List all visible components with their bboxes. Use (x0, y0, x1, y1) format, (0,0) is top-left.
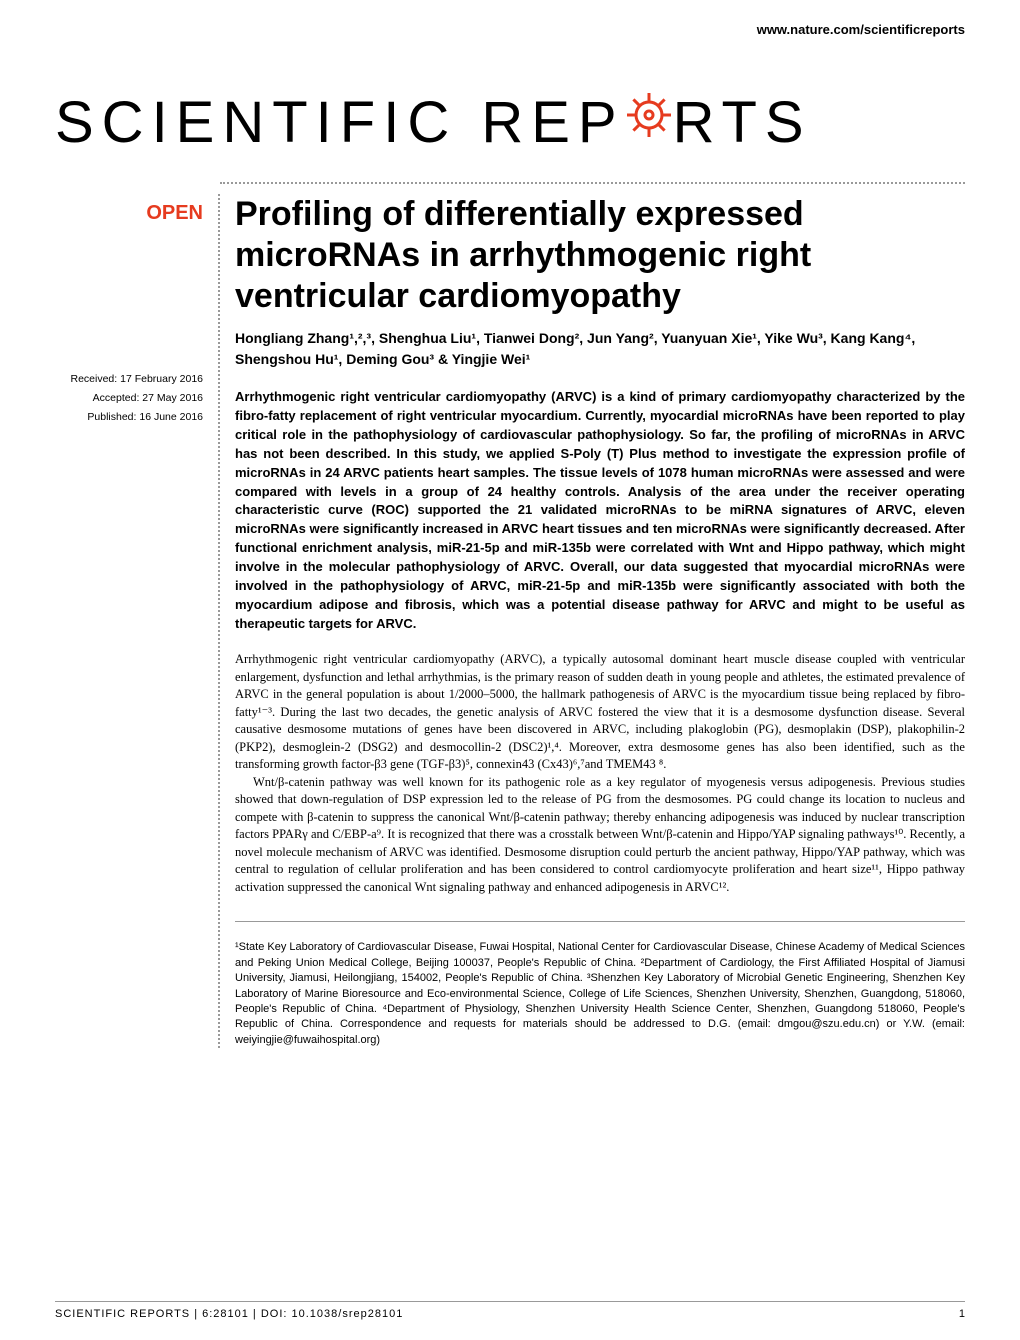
abstract: Arrhythmogenic right ventricular cardiom… (235, 388, 965, 633)
accepted-date: Accepted: 27 May 2016 (55, 389, 203, 408)
left-column: OPEN Received: 17 February 2016 Accepted… (55, 194, 220, 1048)
page-number: 1 (959, 1308, 965, 1320)
header-url: www.nature.com/scientificreports (0, 0, 1020, 37)
received-date: Received: 17 February 2016 (55, 370, 203, 389)
published-date: Published: 16 June 2016 (55, 408, 203, 427)
affiliations: ¹State Key Laboratory of Cardiovascular … (235, 921, 965, 1048)
gear-icon (621, 87, 677, 157)
author-list: Hongliang Zhang¹,²,³, Shenghua Liu¹, Tia… (235, 328, 965, 370)
logo-text-after: RTS (673, 89, 812, 156)
body-paragraph-1: Arrhythmogenic right ventricular cardiom… (235, 651, 965, 774)
logo-text-before: SCIENTIFIC REP (55, 89, 625, 156)
footer-citation: SCIENTIFIC REPORTS | 6:28101 | DOI: 10.1… (55, 1308, 403, 1320)
open-access-badge: OPEN (55, 202, 203, 225)
body-text: Arrhythmogenic right ventricular cardiom… (235, 651, 965, 896)
content-wrapper: OPEN Received: 17 February 2016 Accepted… (0, 184, 1020, 1048)
body-paragraph-2: Wnt/β-catenin pathway was well known for… (235, 774, 965, 897)
article-title: Profiling of differentially expressed mi… (235, 194, 965, 316)
journal-logo: SCIENTIFIC REP RTS (0, 37, 1020, 182)
main-column: Profiling of differentially expressed mi… (220, 194, 965, 1048)
page-footer: SCIENTIFIC REPORTS | 6:28101 | DOI: 10.1… (55, 1301, 965, 1320)
publication-dates: Received: 17 February 2016 Accepted: 27 … (55, 370, 203, 427)
